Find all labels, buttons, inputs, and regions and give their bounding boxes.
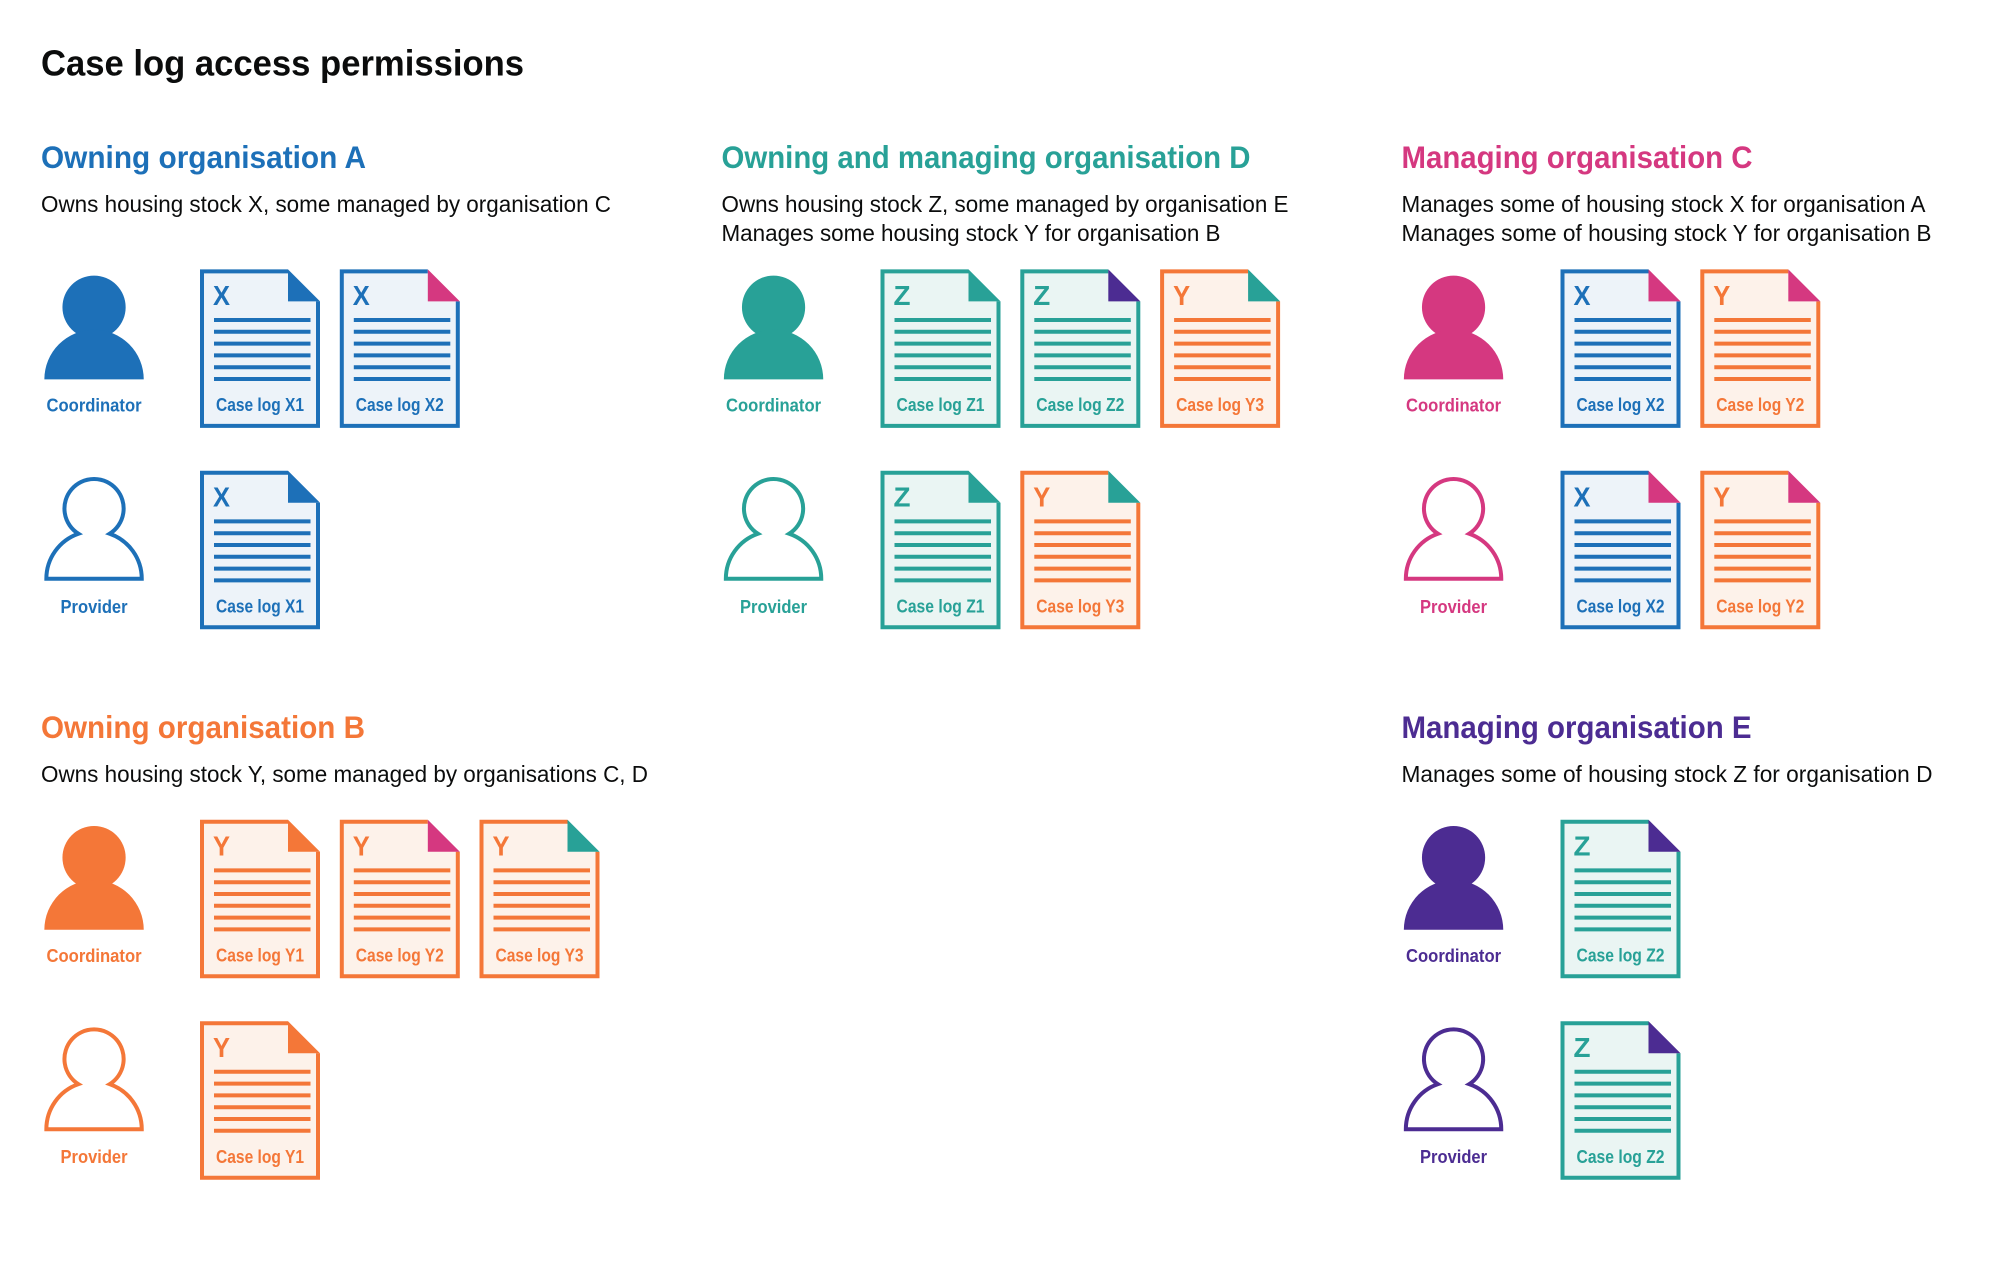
svg-text:Managing organisation C: Managing organisation C <box>1402 139 1753 175</box>
svg-text:Owns housing stock Z, some man: Owns housing stock Z, some managed by or… <box>722 191 1289 217</box>
svg-text:Coordinator: Coordinator <box>1406 394 1501 415</box>
svg-text:X: X <box>213 481 230 512</box>
svg-text:Y: Y <box>1713 481 1730 512</box>
svg-text:Y: Y <box>1173 280 1190 311</box>
svg-text:Case log Z2: Case log Z2 <box>1036 394 1124 415</box>
svg-text:Z: Z <box>1574 1032 1591 1063</box>
svg-text:Y: Y <box>1713 280 1730 311</box>
svg-text:Case log X2: Case log X2 <box>1577 596 1665 617</box>
svg-text:Y: Y <box>493 830 510 861</box>
svg-text:Owning organisation B: Owning organisation B <box>41 709 365 745</box>
svg-text:Case log Y3: Case log Y3 <box>1036 596 1124 617</box>
svg-text:Case log Y1: Case log Y1 <box>216 945 304 966</box>
svg-text:Z: Z <box>894 280 911 311</box>
svg-text:Case log Y1: Case log Y1 <box>216 1146 304 1167</box>
svg-text:Case log X2: Case log X2 <box>356 394 444 415</box>
svg-text:Case log access permissions: Case log access permissions <box>41 43 524 84</box>
svg-text:Case log X2: Case log X2 <box>1577 394 1665 415</box>
svg-text:Owning and managing organisati: Owning and managing organisation D <box>722 139 1251 175</box>
svg-text:Coordinator: Coordinator <box>726 394 821 415</box>
svg-text:Provider: Provider <box>740 596 807 617</box>
svg-text:Provider: Provider <box>61 1146 128 1167</box>
svg-text:Case log Z2: Case log Z2 <box>1577 945 1665 966</box>
svg-text:Manages some of housing stock: Manages some of housing stock X for orga… <box>1402 191 1927 217</box>
svg-text:Coordinator: Coordinator <box>47 945 142 966</box>
svg-text:Owning organisation A: Owning organisation A <box>41 139 366 175</box>
svg-text:X: X <box>1574 280 1591 311</box>
svg-text:Owns housing stock X, some man: Owns housing stock X, some managed by or… <box>41 191 611 217</box>
svg-text:Case log Z1: Case log Z1 <box>897 596 985 617</box>
svg-text:Z: Z <box>894 481 911 512</box>
svg-text:Y: Y <box>213 830 230 861</box>
svg-text:Provider: Provider <box>1420 596 1487 617</box>
svg-text:Manages some housing stock Y f: Manages some housing stock Y for organis… <box>722 220 1221 246</box>
svg-text:Z: Z <box>1574 830 1591 861</box>
svg-text:Z: Z <box>1033 280 1050 311</box>
svg-text:Owns housing stock Y, some man: Owns housing stock Y, some managed by or… <box>41 761 648 787</box>
svg-text:Managing organisation E: Managing organisation E <box>1402 709 1752 745</box>
svg-text:Case log Y2: Case log Y2 <box>1716 394 1804 415</box>
svg-text:Case log X1: Case log X1 <box>216 596 304 617</box>
svg-text:X: X <box>353 280 370 311</box>
svg-text:Provider: Provider <box>1420 1146 1487 1167</box>
svg-text:Case log Z2: Case log Z2 <box>1577 1146 1665 1167</box>
svg-text:Coordinator: Coordinator <box>1406 945 1501 966</box>
svg-text:Y: Y <box>213 1032 230 1063</box>
svg-text:Provider: Provider <box>61 596 128 617</box>
svg-text:Coordinator: Coordinator <box>47 394 142 415</box>
svg-text:Case log Y3: Case log Y3 <box>496 945 584 966</box>
svg-text:Case log Y3: Case log Y3 <box>1176 394 1264 415</box>
svg-text:Manages some of housing stock: Manages some of housing stock Z for orga… <box>1402 761 1933 787</box>
svg-text:Manages some of housing stock: Manages some of housing stock Y for orga… <box>1402 220 1932 246</box>
svg-text:Case log Z1: Case log Z1 <box>897 394 985 415</box>
svg-text:Case log Y2: Case log Y2 <box>356 945 444 966</box>
svg-text:Case log X1: Case log X1 <box>216 394 304 415</box>
svg-text:X: X <box>213 280 230 311</box>
svg-text:Y: Y <box>353 830 370 861</box>
svg-text:Y: Y <box>1033 481 1050 512</box>
svg-text:X: X <box>1574 481 1591 512</box>
svg-text:Case log Y2: Case log Y2 <box>1716 596 1804 617</box>
